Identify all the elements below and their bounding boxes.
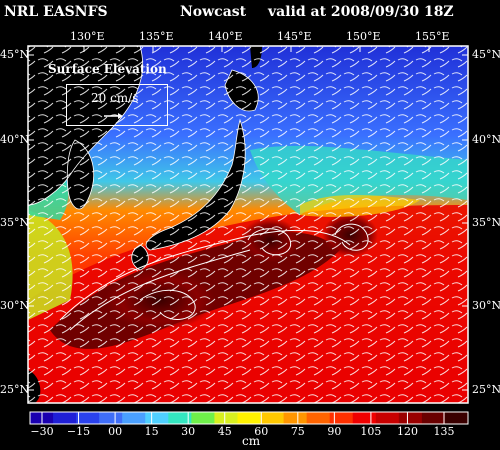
colorbar-tick-label: −30	[30, 425, 54, 438]
colorbar-swatch	[329, 412, 354, 424]
lat-left-35: 35°N	[0, 216, 30, 229]
colorbar-swatch	[237, 412, 262, 424]
colorbar-swatch	[99, 412, 123, 424]
colorbar-swatch	[306, 412, 331, 424]
colorbar-tick-label: 15	[144, 425, 159, 438]
legend-arrow-head	[118, 113, 123, 119]
colorbar-swatch	[76, 412, 100, 424]
lat-left-30: 30°N	[0, 299, 30, 312]
colorbar-tick-label: 90	[327, 425, 342, 438]
colorbar	[29, 411, 469, 425]
colorbar-swatch	[444, 412, 469, 424]
colorbar-swatch	[214, 412, 238, 424]
header: NRL EASNFS Nowcast valid at 2008/09/30 1…	[0, 0, 500, 22]
lat-right-25: 25°N	[472, 383, 500, 396]
colorbar-swatch	[191, 412, 215, 424]
colorbar-swatch	[283, 412, 308, 424]
colorbar-frame	[29, 411, 469, 425]
lat-left-25: 25°N	[0, 383, 30, 396]
model-name: NRL EASNFS	[4, 4, 108, 20]
current-vectors	[28, 46, 468, 403]
colorbar-swatch	[260, 412, 285, 424]
colorbar-tick-label: −15	[66, 425, 91, 438]
variable-title: Surface Elevation	[48, 62, 167, 76]
colorbar-swatch	[168, 412, 192, 424]
colorbar-swatch	[375, 412, 400, 424]
axis-ticks	[28, 46, 468, 391]
lat-right-45: 45°N	[472, 48, 500, 61]
colorbar-swatch	[352, 412, 377, 424]
vector-scale-box: 20 cm/s	[66, 84, 168, 126]
colorbar-tick-label: 120	[396, 425, 418, 438]
colorbar-tick-label: 135	[433, 425, 455, 438]
lon-label-155: 155°E	[415, 30, 450, 43]
lon-label-135: 135°E	[139, 30, 174, 43]
colorbar-tick-label: 75	[290, 425, 305, 438]
plot-frame	[27, 45, 469, 404]
colorbar-tick-label: 00	[108, 425, 123, 438]
lat-right-35: 35°N	[472, 216, 500, 229]
colorbar-swatch	[398, 412, 423, 424]
vector-scale-label: 20 cm/s	[91, 91, 139, 105]
colorbar-swatch	[421, 412, 446, 424]
colorbar-tick-label: 30	[181, 425, 196, 438]
product-name: Nowcast	[180, 4, 247, 20]
kuroshio-streamlines	[59, 223, 369, 331]
colorbar-swatch	[122, 412, 146, 424]
valid-time: valid at 2008/09/30 18Z	[268, 4, 454, 20]
lon-label-145: 145°E	[277, 30, 312, 43]
colorbar-swatch	[53, 412, 77, 424]
lat-right-40: 40°N	[472, 133, 500, 146]
lat-right-30: 30°N	[472, 299, 500, 312]
lon-label-140: 140°E	[208, 30, 243, 43]
colorbar-swatch	[145, 412, 169, 424]
lat-left-45: 45°N	[0, 48, 30, 61]
lon-label-130: 130°E	[70, 30, 105, 43]
lon-label-150: 150°E	[346, 30, 381, 43]
colorbar-tick-label: 60	[254, 425, 269, 438]
colorbar-tick-label: 105	[360, 425, 382, 438]
colorbar-tick-label: 45	[217, 425, 232, 438]
colorbar-unit: cm	[242, 434, 261, 448]
lat-left-40: 40°N	[0, 133, 30, 146]
